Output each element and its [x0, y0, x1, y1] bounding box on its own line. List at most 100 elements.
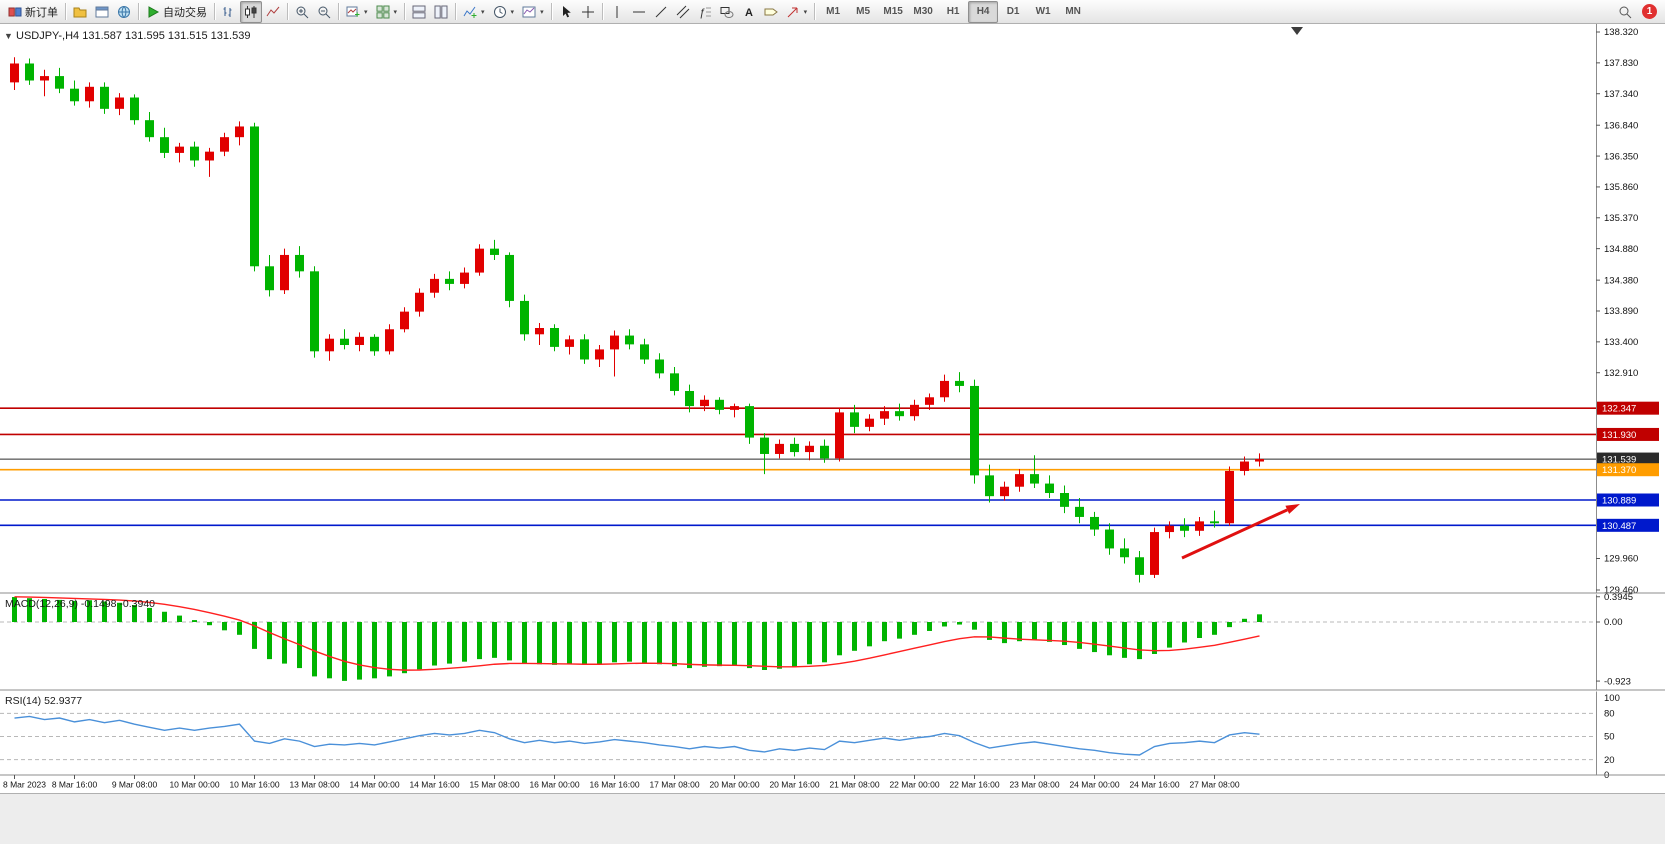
price-tag	[1597, 518, 1659, 532]
svg-text:10 Mar 16:00: 10 Mar 16:00	[229, 780, 279, 790]
data-window-button[interactable]	[91, 1, 113, 23]
timeframe-button-mn[interactable]: MN	[1065, 6, 1081, 17]
macd-panel: 0.3945 0.00 -0.923	[0, 592, 1633, 687]
neworder-icon	[8, 5, 22, 19]
tile-horizontal-button[interactable]	[408, 1, 430, 23]
price-line-130.487[interactable]: 130.487	[0, 518, 1659, 532]
candlestick-chart-button[interactable]	[240, 0, 262, 23]
trend-arrow-annotation[interactable]	[1181, 504, 1300, 560]
svg-text:130.889: 130.889	[1602, 496, 1636, 507]
price-tag	[1597, 401, 1659, 415]
svg-text:13 Mar 08:00: 13 Mar 08:00	[289, 780, 339, 790]
svg-text:16 Mar 00:00: 16 Mar 00:00	[529, 780, 579, 790]
timeframe-button-h1[interactable]: H1	[946, 6, 960, 17]
dropdown-caret-icon: ▾	[510, 8, 515, 16]
price-line-131.370[interactable]: 131.370	[0, 463, 1659, 477]
bar-chart-button[interactable]	[218, 1, 240, 23]
price-line-130.889[interactable]: 130.889	[0, 493, 1659, 507]
horizontal-line-button[interactable]	[628, 1, 650, 23]
periods-button[interactable]: ▾	[489, 1, 519, 23]
bluepanel-icon	[95, 5, 109, 19]
dropdown-caret-icon: ▾	[540, 8, 544, 16]
timeframe-button-m5[interactable]: M5	[856, 6, 871, 17]
notification-badge[interactable]: 1	[1642, 4, 1657, 19]
timeframe-button-m15[interactable]: M15	[883, 6, 903, 17]
search-button[interactable]	[1614, 1, 1636, 23]
fibonacci-button[interactable]: ƒ	[694, 1, 716, 23]
play-icon	[146, 5, 160, 19]
newchart-icon	[346, 5, 360, 19]
auto-trading-button[interactable]: 自动交易	[142, 1, 211, 23]
price-line-131.930[interactable]: 131.930	[0, 427, 1659, 441]
new-order-button[interactable]: 新订单	[4, 1, 62, 23]
svg-text:132.347: 132.347	[1602, 404, 1636, 415]
tile-vertical-button[interactable]	[430, 1, 452, 23]
time-axis: 8 Mar 2023 8 Mar 16:00 9 Mar 08:00 10 Mar 0…	[0, 774, 1665, 790]
chart-shift-marker[interactable]	[1291, 27, 1303, 35]
chart-collapse-icon[interactable]: ▼	[4, 31, 13, 41]
channel-icon	[676, 5, 690, 19]
toolbar-separator	[814, 3, 816, 20]
rsi-panel: 100 80 50 20 0	[0, 693, 1620, 781]
toolbar-separator	[601, 3, 603, 20]
new-order-button-label: 新订单	[25, 6, 58, 19]
svg-text:21 Mar 08:00: 21 Mar 08:00	[829, 780, 879, 790]
trend-icon	[654, 5, 668, 19]
zoom-out-button[interactable]	[313, 1, 335, 23]
candles-icon	[244, 5, 258, 19]
dropdown-caret-icon: ▾	[481, 8, 485, 16]
svg-text:20 Mar 16:00: 20 Mar 16:00	[769, 780, 819, 790]
svg-text:135.860: 135.860	[1604, 182, 1638, 193]
price-line-131.539[interactable]: 131.539	[0, 452, 1659, 466]
timeframe-button-h4[interactable]: H4	[968, 0, 999, 23]
timeframe-button-w1[interactable]: W1	[1035, 6, 1051, 17]
equidistant-channel-button[interactable]	[672, 1, 694, 23]
rsi-line	[14, 715, 1260, 756]
cursor-button[interactable]	[555, 1, 577, 23]
shapes-button[interactable]	[716, 1, 738, 23]
trendline-button[interactable]	[650, 1, 672, 23]
timeframe-button-m1[interactable]: M1	[826, 6, 841, 17]
line-chart-button[interactable]	[262, 1, 284, 23]
svg-text:-0.923: -0.923	[1604, 676, 1631, 687]
text-button[interactable]: A	[738, 1, 760, 23]
hline-icon	[632, 5, 646, 19]
svg-text:27 Mar 08:00: 27 Mar 08:00	[1189, 780, 1239, 790]
crosshair-button[interactable]	[577, 1, 599, 23]
toolbar-separator	[287, 3, 288, 20]
vertical-line-button[interactable]	[606, 1, 628, 23]
arrows-button[interactable]: ▾	[782, 1, 812, 23]
macd-signal-line	[14, 596, 1260, 671]
svg-text:24 Mar 16:00: 24 Mar 16:00	[1129, 780, 1179, 790]
svg-text:8 Mar 16:00: 8 Mar 16:00	[52, 780, 98, 790]
auto-trading-button-label: 自动交易	[163, 6, 207, 19]
bars-icon	[222, 5, 236, 19]
toolbar-separator	[404, 3, 406, 20]
svg-text:ƒ: ƒ	[699, 7, 705, 19]
text-icon: A	[742, 5, 756, 19]
toolbar-buttons: 新订单 自动交易 ▾ ▾ ▾ ▾ ▾ ƒ A ▾ M1 M5 M15 M30 H1 H4 D1 W1 MN	[4, 0, 1088, 23]
rsi-label: RSI(14) 52.9377	[5, 695, 82, 707]
toolbar-separator	[65, 3, 66, 20]
dropdown-caret-icon: ▾	[364, 8, 368, 16]
label-button[interactable]	[760, 1, 782, 23]
profiles-button[interactable]: ▾	[372, 1, 402, 23]
tilev-icon	[434, 5, 448, 19]
indicators-button[interactable]: ▾	[459, 1, 489, 23]
svg-text:138.320: 138.320	[1604, 27, 1638, 38]
fibo-icon: ƒ	[698, 5, 712, 19]
templates-button[interactable]: ▾	[518, 1, 548, 23]
macd-label: MACD(12,26,9) -0.1498 -0.3940	[5, 598, 155, 610]
svg-text:0.00: 0.00	[1604, 617, 1623, 628]
navigator-button[interactable]	[113, 1, 135, 23]
new-chart-button[interactable]: ▾	[342, 1, 372, 23]
candlestick-series	[10, 57, 1264, 583]
price-line-132.347[interactable]: 132.347	[0, 401, 1659, 415]
timeframe-button-m30[interactable]: M30	[913, 6, 933, 17]
market-watch-button[interactable]	[69, 1, 91, 23]
price-axis: 138.320 137.830 137.340 136.840 136.350 135.8…	[1596, 24, 1638, 775]
zoom-in-button[interactable]	[291, 1, 313, 23]
timeframe-button-d1[interactable]: D1	[1006, 6, 1020, 17]
svg-text:24 Mar 00:00: 24 Mar 00:00	[1069, 780, 1119, 790]
tileh-icon	[412, 5, 426, 19]
